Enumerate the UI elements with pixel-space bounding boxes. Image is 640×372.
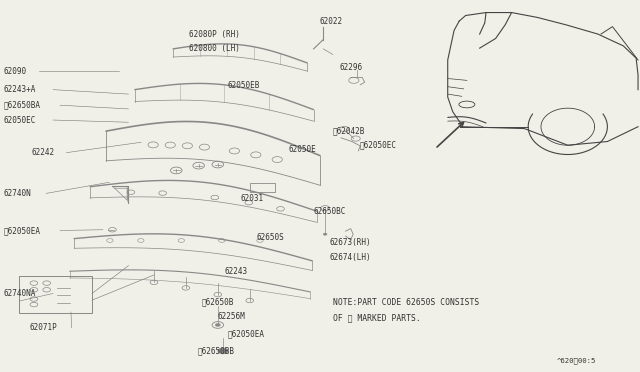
Text: 62022: 62022 (320, 17, 343, 26)
Text: 62243+A: 62243+A (4, 85, 36, 94)
Text: 62242: 62242 (31, 148, 54, 157)
Text: 62674(LH): 62674(LH) (330, 253, 371, 262)
Text: 62650BC: 62650BC (314, 208, 346, 217)
Text: OF ❎ MARKED PARTS.: OF ❎ MARKED PARTS. (333, 313, 420, 322)
Text: 62673(RH): 62673(RH) (330, 238, 371, 247)
Text: 62050EB: 62050EB (227, 81, 260, 90)
Text: ❎62650B: ❎62650B (202, 297, 234, 306)
Text: 620800 (LH): 620800 (LH) (189, 44, 240, 53)
Text: 62080P (RH): 62080P (RH) (189, 30, 240, 39)
Text: 62031: 62031 (240, 194, 263, 203)
Text: 62050E: 62050E (288, 145, 316, 154)
Circle shape (323, 233, 327, 235)
Text: 62296: 62296 (339, 63, 362, 72)
Text: ❎62050EC: ❎62050EC (360, 141, 397, 150)
Text: 62243: 62243 (224, 267, 247, 276)
Text: ^620⁂00:5: ^620⁂00:5 (556, 357, 596, 364)
Text: 62090: 62090 (4, 67, 27, 76)
Text: ❎62050EA: ❎62050EA (227, 330, 264, 339)
Circle shape (215, 324, 220, 327)
Circle shape (218, 348, 228, 354)
Text: NOTE:PART CODE 62650S CONSISTS: NOTE:PART CODE 62650S CONSISTS (333, 298, 479, 307)
Text: 62740NA: 62740NA (4, 289, 36, 298)
Text: ❎62650BB: ❎62650BB (197, 346, 234, 355)
Text: 62740N: 62740N (4, 189, 31, 198)
Text: 62050EC: 62050EC (4, 116, 36, 125)
Text: 62071P: 62071P (29, 323, 57, 332)
Text: 62650S: 62650S (256, 232, 284, 242)
Text: 62256M: 62256M (218, 312, 246, 321)
Text: ❎62050EA: ❎62050EA (4, 226, 41, 235)
Text: ❎62042B: ❎62042B (333, 126, 365, 136)
Text: ❎62650BA: ❎62650BA (4, 101, 41, 110)
